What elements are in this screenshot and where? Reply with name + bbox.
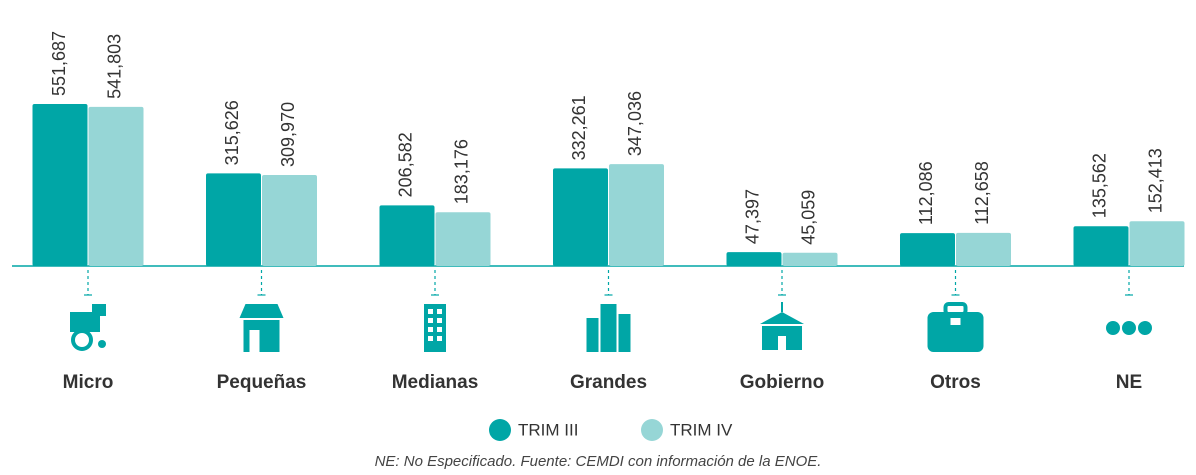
value-label: 551,687 <box>49 31 69 96</box>
value-label: 112,658 <box>972 161 992 225</box>
legend-label: TRIM IV <box>670 420 733 439</box>
legend-swatch <box>489 419 511 441</box>
footnote: NE: No Especificado. Fuente: CEMDI con i… <box>375 453 822 470</box>
bar <box>956 232 1011 266</box>
icon-part <box>1106 321 1120 335</box>
bar <box>553 168 608 266</box>
icon-part <box>98 340 106 348</box>
value-label: 183,176 <box>452 139 472 204</box>
category-label: Pequeñas <box>217 372 307 393</box>
bar <box>32 104 88 266</box>
icon-part <box>943 302 968 316</box>
icon-part <box>92 304 106 316</box>
icon-part <box>428 336 433 341</box>
value-label: 309,970 <box>278 102 298 167</box>
icon-part <box>927 312 984 352</box>
legend-label: TRIM III <box>518 420 578 439</box>
category-icon <box>1106 321 1152 335</box>
bar <box>435 212 491 266</box>
value-label: 541,803 <box>105 34 125 99</box>
category-label: Otros <box>930 372 981 393</box>
icon-part <box>437 336 442 341</box>
icon-part <box>71 329 93 351</box>
legend-swatch <box>641 419 663 441</box>
bar <box>262 174 317 266</box>
category-icon <box>586 304 631 352</box>
value-label: 347,036 <box>625 91 645 156</box>
icon-part <box>778 336 786 350</box>
category-icon <box>424 304 446 352</box>
category-label: Grandes <box>570 372 647 393</box>
icon-part <box>437 327 442 332</box>
value-label: 152,413 <box>1146 148 1166 213</box>
value-label: 112,086 <box>916 161 936 225</box>
bar <box>609 164 664 266</box>
icon-part <box>600 304 617 352</box>
bar <box>900 233 955 266</box>
category-icon <box>760 302 804 350</box>
icon-part <box>70 312 100 332</box>
bar <box>726 252 782 266</box>
icon-part <box>760 312 804 324</box>
icon-part <box>424 304 446 352</box>
icon-part <box>428 309 433 314</box>
category-icon <box>239 304 284 352</box>
category-label: Micro <box>63 372 114 393</box>
icon-part <box>249 330 260 352</box>
value-label: 45,059 <box>799 190 819 245</box>
value-label: 47,397 <box>743 189 763 244</box>
icon-part <box>950 318 961 325</box>
category-icon <box>927 302 984 352</box>
icon-part <box>437 318 442 323</box>
icon-part <box>586 318 599 352</box>
icon-part <box>1138 321 1152 335</box>
icon-part <box>243 320 280 352</box>
icon-part <box>437 309 442 314</box>
bar <box>379 205 435 266</box>
value-label: 135,562 <box>1090 153 1110 218</box>
value-label: 315,626 <box>222 100 242 165</box>
category-icon <box>70 304 106 351</box>
category-label: NE <box>1116 372 1142 393</box>
category-label: Medianas <box>392 372 479 393</box>
bar <box>1073 226 1129 266</box>
icon-part <box>1122 321 1136 335</box>
bar <box>1129 221 1185 266</box>
icon-part <box>239 304 284 318</box>
icon-part <box>428 327 433 332</box>
bar <box>206 173 261 266</box>
value-label: 206,582 <box>396 132 416 197</box>
bar <box>88 106 144 267</box>
category-label: Gobierno <box>740 372 824 393</box>
icon-part <box>428 318 433 323</box>
bar <box>782 252 838 266</box>
value-label: 332,261 <box>569 95 589 160</box>
icon-part <box>618 314 631 352</box>
